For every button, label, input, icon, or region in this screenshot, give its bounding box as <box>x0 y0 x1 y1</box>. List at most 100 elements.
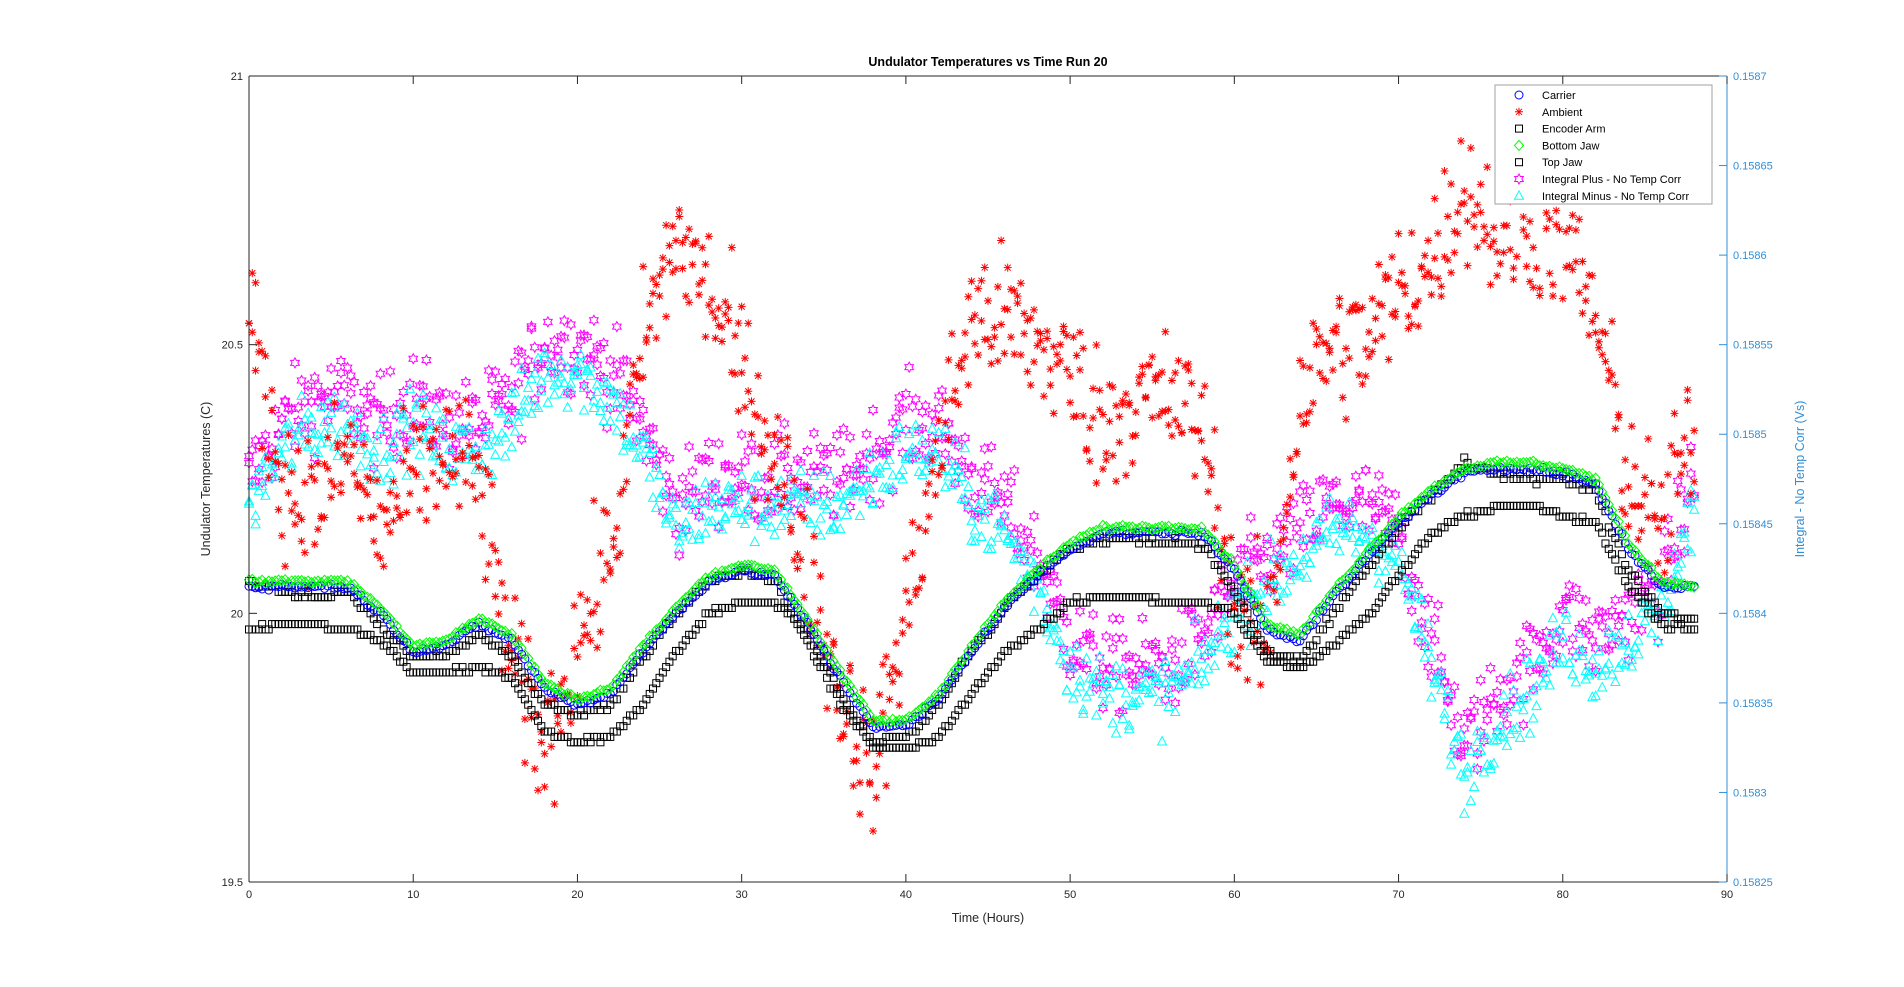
data-point <box>1525 277 1534 286</box>
data-point <box>1690 614 1699 623</box>
data-point <box>754 371 763 380</box>
data-point <box>957 660 967 670</box>
data-point <box>1568 265 1577 274</box>
data-point <box>904 361 915 374</box>
data-point <box>1476 208 1485 217</box>
data-point <box>882 652 891 661</box>
data-point <box>496 388 508 401</box>
data-point <box>1066 372 1075 381</box>
data-point <box>286 427 297 440</box>
data-point <box>1662 596 1674 607</box>
data-point <box>1675 578 1687 591</box>
data-point <box>1419 651 1431 662</box>
data-point <box>1335 301 1344 310</box>
data-point <box>1048 618 1060 629</box>
data-point <box>851 464 862 475</box>
data-point <box>1524 456 1536 468</box>
data-point <box>304 436 313 445</box>
data-point <box>849 781 858 790</box>
data-point <box>986 440 997 453</box>
data-point <box>1558 294 1567 303</box>
data-point <box>1189 663 1201 675</box>
data-point <box>1552 220 1561 229</box>
data-point <box>582 330 593 343</box>
data-point <box>1386 518 1398 530</box>
data-point <box>890 425 902 436</box>
data-point <box>990 333 999 342</box>
data-point <box>1350 546 1362 557</box>
data-point <box>858 473 869 486</box>
data-point <box>1074 680 1086 691</box>
data-point <box>408 420 419 433</box>
data-point <box>999 597 1010 609</box>
data-point <box>557 728 566 737</box>
data-point <box>596 627 605 636</box>
data-point <box>864 447 876 458</box>
data-point <box>697 576 708 589</box>
data-point <box>1360 524 1372 535</box>
data-point <box>900 388 912 401</box>
data-point <box>547 742 556 751</box>
data-point <box>1521 690 1532 701</box>
data-point <box>1117 704 1128 717</box>
y-right-tick-label: 0.15865 <box>1733 161 1773 173</box>
data-point <box>1183 665 1194 676</box>
data-point <box>997 320 1006 329</box>
data-point <box>601 376 613 387</box>
data-point <box>979 621 990 633</box>
data-point <box>1629 622 1641 635</box>
data-point <box>887 481 899 492</box>
data-point <box>391 407 403 418</box>
data-point <box>1548 291 1557 300</box>
data-point <box>1390 488 1401 501</box>
data-point <box>1587 654 1598 665</box>
data-point <box>1371 314 1380 323</box>
data-point <box>366 513 375 522</box>
data-point <box>819 641 828 650</box>
data-point <box>323 464 332 473</box>
data-point <box>1288 497 1299 510</box>
data-point <box>1531 700 1542 711</box>
data-point <box>1393 512 1404 524</box>
data-point <box>608 386 619 399</box>
data-point <box>1437 292 1446 301</box>
data-point <box>588 401 600 412</box>
data-point <box>1406 590 1418 601</box>
data-point <box>690 497 702 508</box>
data-point <box>461 395 470 404</box>
data-point <box>1317 599 1329 612</box>
data-point <box>1018 546 1030 557</box>
data-point <box>309 576 320 588</box>
data-point <box>247 475 258 488</box>
data-point <box>1026 381 1035 390</box>
data-point <box>1094 675 1106 686</box>
data-point <box>1414 322 1423 331</box>
data-point <box>713 437 724 450</box>
data-point <box>977 276 986 285</box>
data-point <box>553 719 562 728</box>
data-point <box>1199 527 1210 539</box>
data-point <box>1633 574 1644 587</box>
data-point <box>1262 618 1273 631</box>
data-point <box>1574 592 1585 605</box>
data-point <box>585 691 596 703</box>
data-point <box>744 387 753 396</box>
data-point <box>500 372 511 385</box>
data-point <box>1616 608 1628 622</box>
data-point <box>660 489 672 502</box>
data-point <box>671 236 680 245</box>
data-point <box>1455 728 1467 739</box>
data-point <box>1223 630 1232 639</box>
data-point <box>542 315 554 328</box>
data-point <box>834 489 846 500</box>
data-point <box>967 315 976 324</box>
data-point <box>619 485 628 494</box>
data-point <box>1006 285 1015 294</box>
data-point <box>601 401 613 412</box>
data-point <box>346 451 355 460</box>
data-point <box>362 591 373 603</box>
data-point <box>1158 368 1167 377</box>
data-point <box>1297 553 1309 565</box>
data-point <box>1258 572 1270 585</box>
data-point <box>1117 662 1128 673</box>
